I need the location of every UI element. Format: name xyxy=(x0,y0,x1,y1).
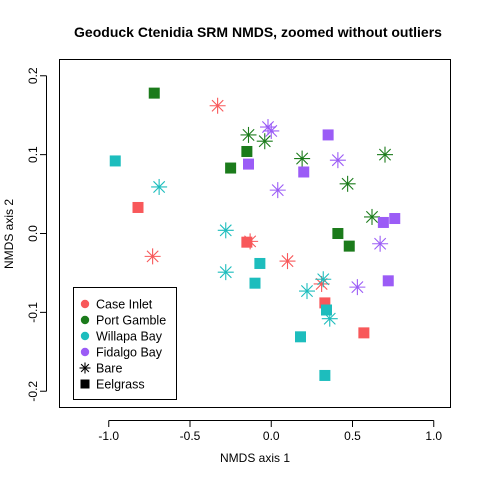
legend-box xyxy=(73,287,177,400)
point-port-gamble-eelgrass xyxy=(225,162,237,174)
point-fidalgo-bay-bare xyxy=(263,122,280,139)
x-tick-label: -0.5 xyxy=(180,429,201,443)
y-tick-label: 0.2 xyxy=(26,67,40,84)
point-fidalgo-bay-eelgrass xyxy=(377,216,389,228)
x-axis: -1.0 -0.5 0.0 0.5 1.0 xyxy=(98,420,442,443)
point-port-gamble-eelgrass xyxy=(332,228,344,239)
point-willapa-bay-eelgrass xyxy=(249,277,261,289)
y-axis-label: NMDS axis 2 xyxy=(2,199,16,269)
point-willapa-bay-bare xyxy=(151,178,168,195)
point-case-inlet-bare xyxy=(209,97,226,114)
point-fidalgo-bay-eelgrass xyxy=(243,158,254,170)
legend-marker-port-gamble xyxy=(80,315,90,325)
y-axis: -0.2 -0.1 0.0 0.1 0.2 xyxy=(26,67,47,402)
point-fidalgo-bay-eelgrass xyxy=(298,166,310,178)
point-fidalgo-bay-bare xyxy=(349,279,366,296)
point-willapa-bay-bare xyxy=(217,264,234,281)
point-willapa-bay-eelgrass xyxy=(295,331,306,343)
legend-marker-willapa-bay xyxy=(80,331,90,341)
point-port-gamble-bare xyxy=(256,133,273,150)
point-port-gamble-bare xyxy=(364,208,380,225)
data-points xyxy=(109,87,401,381)
y-tick-label: 0.1 xyxy=(26,146,40,163)
y-tick-label: -0.2 xyxy=(26,381,40,402)
point-willapa-bay-eelgrass xyxy=(254,257,266,269)
x-tick-label: 0.0 xyxy=(263,429,280,443)
x-tick-label: -1.0 xyxy=(98,429,119,443)
point-case-inlet-eelgrass xyxy=(319,297,331,309)
point-willapa-bay-eelgrass xyxy=(319,369,331,381)
point-fidalgo-bay-eelgrass xyxy=(382,275,394,287)
point-willapa-bay-bare xyxy=(299,283,315,300)
point-fidalgo-bay-bare xyxy=(329,152,346,169)
legend-label-willapa-bay: Willapa Bay xyxy=(96,330,163,344)
y-tick-label: -0.1 xyxy=(26,302,40,323)
legend-label-eelgrass: Eelgrass xyxy=(96,378,145,392)
legend-label-fidalgo-bay: Fidalgo Bay xyxy=(96,346,163,360)
legend: Case Inlet Port Gamble Willapa Bay Fidalgo … xyxy=(73,287,177,400)
point-willapa-bay-bare xyxy=(217,222,234,239)
point-case-inlet-bare xyxy=(313,275,330,292)
x-tick-label: 0.5 xyxy=(344,429,361,443)
point-port-gamble-eelgrass xyxy=(343,240,355,252)
chart-title: Geoduck Ctenidia SRM NMDS, zoomed withou… xyxy=(74,24,442,40)
point-port-gamble-bare xyxy=(240,126,257,143)
point-case-inlet-eelgrass xyxy=(241,236,253,248)
point-port-gamble-eelgrass xyxy=(148,87,160,99)
x-tick-label: 1.0 xyxy=(425,429,442,443)
point-fidalgo-bay-bare xyxy=(372,235,389,252)
legend-marker-case-inlet xyxy=(80,299,90,309)
plot-area-border xyxy=(59,59,451,408)
point-case-inlet-bare xyxy=(279,253,296,270)
x-axis-label: NMDS axis 1 xyxy=(220,451,290,465)
point-port-gamble-bare xyxy=(294,150,311,167)
legend-marker-eelgrass xyxy=(80,379,90,389)
legend-label-bare: Bare xyxy=(96,362,122,376)
point-case-inlet-eelgrass xyxy=(358,327,370,339)
point-willapa-bay-bare xyxy=(315,271,332,288)
legend-marker-bare xyxy=(79,362,91,374)
legend-label-case-inlet: Case Inlet xyxy=(96,298,153,312)
point-case-inlet-eelgrass xyxy=(132,201,144,213)
point-willapa-bay-eelgrass xyxy=(109,155,121,167)
legend-label-port-gamble: Port Gamble xyxy=(96,314,166,328)
point-willapa-bay-bare xyxy=(321,310,338,327)
point-port-gamble-bare xyxy=(377,146,393,163)
point-case-inlet-bare xyxy=(242,233,259,250)
point-willapa-bay-eelgrass xyxy=(321,304,332,316)
point-fidalgo-bay-bare xyxy=(269,182,286,199)
point-fidalgo-bay-eelgrass xyxy=(322,129,334,141)
point-case-inlet-bare xyxy=(144,248,161,265)
point-port-gamble-eelgrass xyxy=(241,145,253,157)
y-tick-label: 0.0 xyxy=(26,225,40,242)
point-port-gamble-bare xyxy=(339,175,356,192)
point-fidalgo-bay-eelgrass xyxy=(389,213,401,225)
legend-marker-fidalgo-bay xyxy=(80,347,90,357)
